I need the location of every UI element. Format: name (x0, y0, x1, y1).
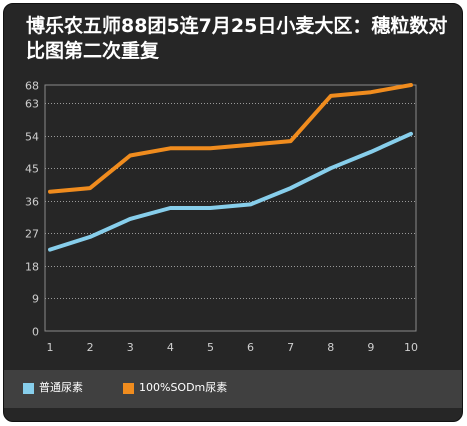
y-tick-label-36: 36 (25, 196, 39, 209)
y-tick-label-0: 0 (32, 326, 39, 339)
x-tick-label-4: 4 (167, 341, 174, 354)
x-tick-label-2: 2 (87, 341, 94, 354)
y-tick-label-63: 63 (25, 98, 39, 111)
y-tick-label-9: 9 (32, 293, 39, 306)
x-tick-label-3: 3 (127, 341, 134, 354)
y-tick-label-18: 18 (25, 261, 39, 274)
x-tick-label-6: 6 (247, 341, 254, 354)
chart-legend: 普通尿素 100%SODm尿素 (4, 370, 462, 408)
legend-swatch-series-1 (23, 383, 34, 394)
x-tick-label-7: 7 (287, 341, 294, 354)
legend-label-series-2: 100%SODm尿素 (139, 381, 228, 394)
y-tick-label-68: 68 (25, 80, 39, 93)
series-line-1 (48, 131, 413, 252)
x-tick-label-5: 5 (207, 341, 214, 354)
x-tick-label-9: 9 (367, 341, 374, 354)
x-tick-label-1: 1 (47, 341, 54, 354)
y-tick-label-54: 54 (25, 131, 39, 144)
x-tick-label-8: 8 (327, 341, 334, 354)
legend-label-series-1: 普通尿素 (39, 381, 83, 394)
series-line-2 (48, 83, 413, 194)
chart-title: 博乐农五师88团5连7月25日小麦大区：穗粒数对比图第二次重复 (26, 15, 448, 62)
legend-swatch-series-2 (123, 383, 134, 394)
plot-area-border (44, 84, 417, 332)
y-tick-label-45: 45 (25, 163, 39, 176)
chart-frame: 博乐农五师88团5连7月25日小麦大区：穗粒数对比图第二次重复 0 9 18 27 36… (3, 3, 463, 422)
y-tick-label-27: 27 (25, 228, 39, 241)
x-tick-label-10: 10 (404, 341, 418, 354)
